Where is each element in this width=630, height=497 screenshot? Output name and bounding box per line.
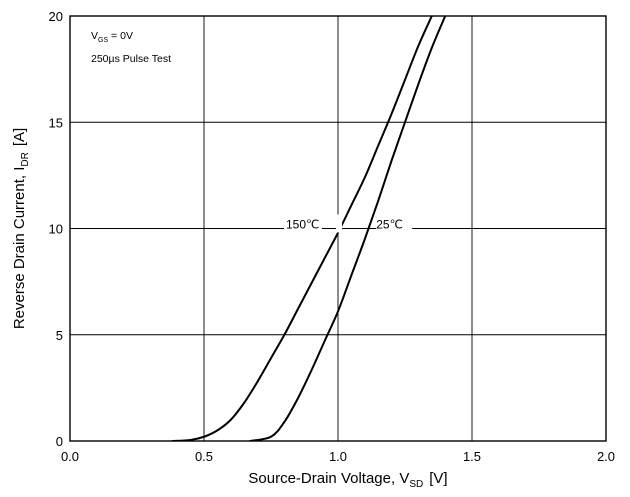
y-tick-label: 0 — [56, 434, 63, 449]
annotation-vgs-subscript: GS — [98, 37, 108, 44]
series-labels: 150℃ 25℃ — [200, 214, 536, 233]
series-line-25c — [249, 16, 447, 441]
plot-frame — [69, 15, 607, 442]
annotation-vgs-value: = 0V — [108, 30, 133, 42]
series-line-150c — [171, 16, 433, 441]
x-tick-label: 0.0 — [61, 449, 79, 464]
y-axis-title-unit: [A] — [11, 128, 28, 146]
y-tick-labels: 0 5 10 15 20 — [49, 9, 63, 449]
y-tick-label: 15 — [49, 115, 63, 130]
y-tick-label: 20 — [49, 9, 63, 24]
y-axis-title-subscript: DR — [20, 152, 31, 166]
x-tick-label: 1.5 — [463, 449, 481, 464]
x-tick-label: 0.5 — [195, 449, 213, 464]
series-label-25c: 25℃ — [376, 218, 403, 232]
x-tick-label: 1.0 — [329, 449, 347, 464]
series-layer — [171, 16, 447, 441]
x-axis-title-unit: [V] — [429, 470, 447, 487]
x-tick-label: 2.0 — [597, 449, 615, 464]
x-tick-labels: 0.0 0.5 1.0 1.5 2.0 — [61, 449, 615, 464]
label-bg-25c — [376, 214, 417, 233]
annotation-pulse-test: 250µs Pulse Test — [91, 53, 171, 65]
annotation-vgs-main: V — [91, 30, 98, 42]
series-label-150c: 150℃ — [286, 218, 320, 232]
x-axis-title-subscript: SD — [409, 479, 423, 490]
x-axis-title-main: Source-Drain Voltage, V — [248, 470, 409, 487]
y-axis-title-main: Reverse Drain Current, I — [11, 167, 28, 330]
annotation-vgs: VGS = 0V — [91, 30, 133, 44]
x-axis-title: Source-Drain Voltage, VSD [V] — [248, 470, 447, 490]
y-tick-label: 5 — [56, 328, 63, 343]
y-axis-title: Reverse Drain Current, IDR [A] — [11, 128, 31, 329]
y-tick-label: 10 — [49, 222, 63, 237]
